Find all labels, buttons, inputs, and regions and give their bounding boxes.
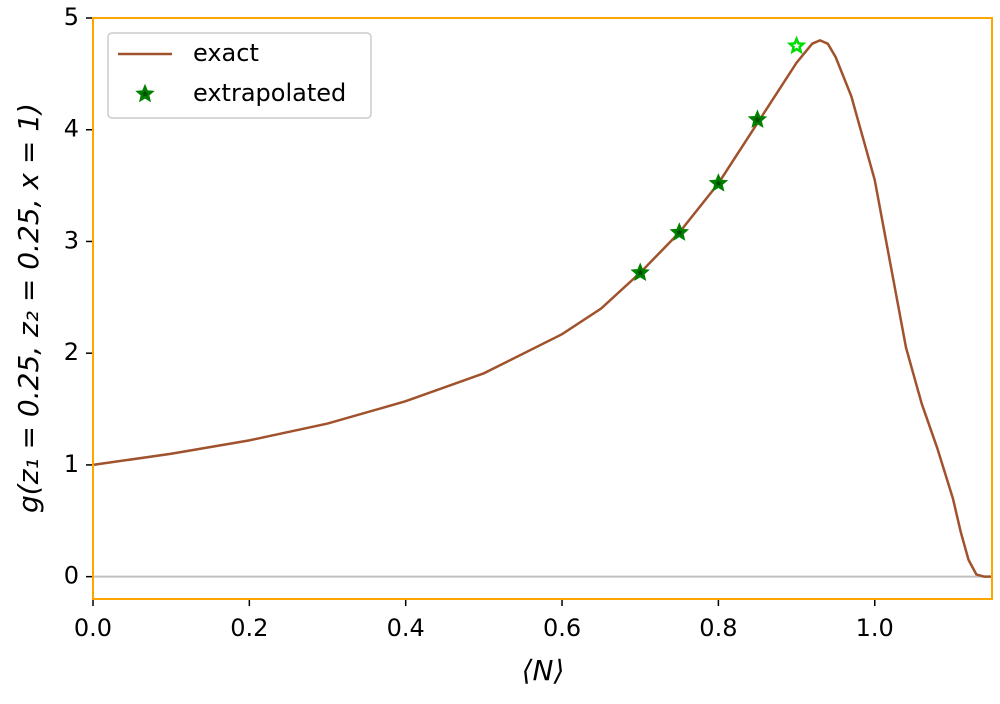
x-tick-label: 0.6 [543,614,581,642]
y-tick-label: 4 [64,115,79,143]
star-marker [669,222,690,241]
x-axis-label: ⟨N⟩ [522,654,565,687]
x-tick-label: 1.0 [856,614,894,642]
star-marker [747,109,768,128]
y-axis-label: g(z₁ = 0.25, z₂ = 0.25, x = 1) [12,103,45,513]
y-tick-label: 3 [64,226,79,254]
line [92,38,992,578]
x-tick-label: 0.4 [387,614,425,642]
star-marker [708,173,729,192]
star-marker [786,35,807,55]
legend-star [135,83,155,103]
x-tick-label: 0.8 [699,614,737,642]
legend-label: extrapolated [193,79,346,107]
star-marker [630,262,650,282]
y-tick-label: 0 [64,562,79,590]
y-tick-label: 1 [64,450,79,478]
y-tick-label: 5 [64,3,79,31]
x-tick-label: 0.0 [74,614,112,642]
plot-frame [92,17,993,600]
y-tick-label: 2 [64,338,79,366]
x-tick-label: 0.2 [230,614,268,642]
legend-box [107,32,372,119]
legend-label: exact [193,39,259,67]
